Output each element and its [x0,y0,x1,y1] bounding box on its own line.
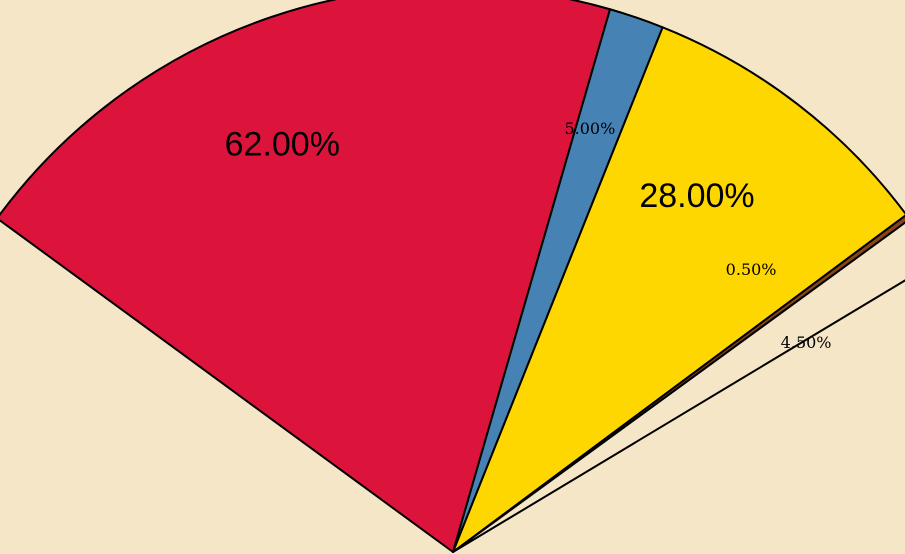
slice-label: 5.00% [564,119,615,138]
slice-label: 28.00% [639,177,754,215]
slice-label: 4.50% [781,333,832,352]
pie-slice [452,214,905,553]
pie-slice [452,26,905,553]
pie-slice [0,0,612,553]
slice-label: 62.00% [225,125,340,163]
pie-slice [452,221,905,553]
pie-labels: 62.00% 5.00% 28.00% 0.50% 4.50% [225,119,832,352]
slice-label: 0.50% [726,260,777,279]
